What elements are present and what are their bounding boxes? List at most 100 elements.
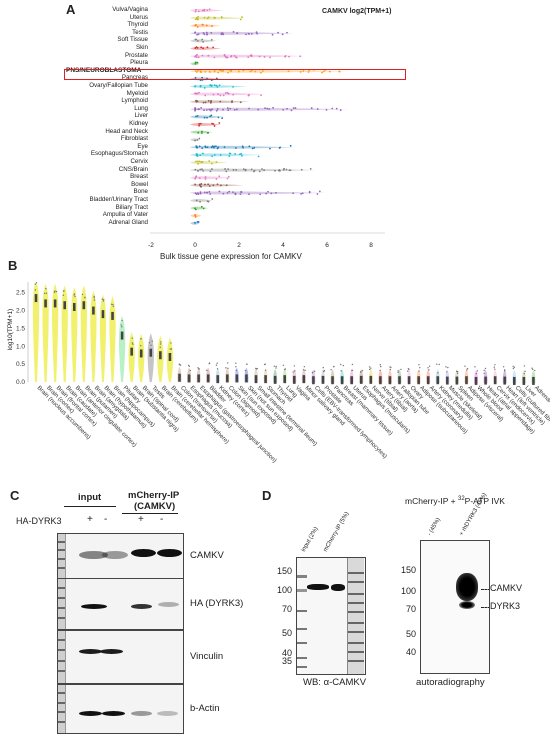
lineage-point <box>202 101 205 104</box>
lineage-point <box>226 192 229 194</box>
lineage-point <box>195 145 198 148</box>
lineage-label: Uterus <box>129 13 148 21</box>
lineage-label: Thyroid <box>127 21 148 29</box>
ladder-band <box>58 586 65 589</box>
lineage-point <box>325 108 328 111</box>
lineage-point <box>268 108 271 110</box>
lineage-point <box>214 145 217 148</box>
lineage-point <box>239 101 242 104</box>
lineage-point <box>198 123 201 125</box>
auto-title-suffix: P-ATP IVK <box>464 496 505 506</box>
lineage-point <box>195 160 197 163</box>
tissue-violin <box>138 333 145 382</box>
ladder-band-left <box>297 575 307 579</box>
lineage-point <box>209 193 212 195</box>
camkv-band-input <box>307 584 329 590</box>
ha-dyrk3-sign: - <box>160 514 164 525</box>
lineage-point <box>203 191 206 194</box>
lineage-label: Testis <box>132 28 148 36</box>
lineage-point <box>213 84 216 87</box>
lineage-point <box>260 94 262 97</box>
protein-band <box>78 649 102 655</box>
lineage-point <box>198 177 201 179</box>
lineage-point <box>203 16 206 19</box>
ladder-band <box>58 558 65 561</box>
lineage-point <box>307 71 310 73</box>
lineage-point <box>194 106 197 109</box>
protein-band <box>157 549 183 558</box>
lineage-point <box>201 168 203 171</box>
lineage-label: Head and Neck <box>105 127 148 135</box>
wb-lane-label: input (2%) <box>300 526 320 553</box>
lineage-label: Bladder/Urinary Tract <box>89 196 148 203</box>
tissue-box <box>130 347 133 356</box>
lineage-point <box>228 152 231 155</box>
tissue-outlier <box>389 366 391 368</box>
lineage-point <box>197 15 200 18</box>
lineage-point <box>210 101 212 104</box>
lineage-point <box>215 77 218 80</box>
lineage-point <box>245 33 247 36</box>
lineage-point <box>195 199 198 202</box>
lineage-point <box>249 70 252 73</box>
lineage-point <box>232 30 235 33</box>
lineage-point <box>197 131 200 134</box>
tissue-violin <box>147 333 154 382</box>
lineage-label: Pleura <box>130 59 148 67</box>
lineage-point <box>222 94 225 97</box>
lineage-point <box>234 192 237 195</box>
lineage-point <box>247 56 250 58</box>
lineage-point <box>235 108 238 111</box>
lineage-point <box>275 191 277 194</box>
tissue-outlier <box>457 372 459 375</box>
lineage-point <box>199 192 202 195</box>
lineage-label: Cervix <box>130 158 148 165</box>
lineage-point <box>194 168 197 171</box>
tissue-outlier <box>340 370 342 372</box>
tissue-outlier <box>225 367 227 369</box>
lineage-point <box>229 107 232 110</box>
lineage-point <box>212 46 215 49</box>
input-header-line <box>64 506 116 507</box>
lineage-label: Soft Tissue <box>117 36 148 44</box>
tissue-outlier <box>438 363 440 366</box>
lineage-point <box>277 31 279 34</box>
tissue-outlier <box>93 295 95 298</box>
camkv-dash <box>481 589 489 590</box>
lineage-point <box>251 69 253 72</box>
tissue-box <box>254 375 258 384</box>
lineage-point <box>217 116 220 119</box>
ladder-band-left <box>297 627 307 630</box>
lineage-point <box>281 33 284 36</box>
lineage-point <box>237 70 240 73</box>
lineage-point <box>250 168 253 171</box>
lineage-point <box>217 93 219 96</box>
lineage-point <box>285 168 288 171</box>
lineage-point <box>197 170 199 172</box>
lineage-point <box>208 190 211 193</box>
tissue-outlier <box>148 342 151 344</box>
lineage-point <box>209 109 212 111</box>
lineage-label: Vulva/Vagina <box>112 6 148 13</box>
lineage-point <box>248 145 251 148</box>
lineage-point <box>232 85 234 88</box>
autorad-film <box>420 540 490 674</box>
lineage-point <box>197 10 200 13</box>
ladder-band <box>58 721 65 723</box>
ladder-band <box>58 659 65 662</box>
lineage-point <box>322 70 325 73</box>
tissue-outlier <box>62 294 65 296</box>
ladder-band <box>58 596 65 599</box>
lineage-point <box>194 176 197 179</box>
tissue-outlier <box>493 366 495 368</box>
tissue-box <box>513 376 516 385</box>
lineage-point <box>202 32 205 34</box>
tissue-outlier <box>151 340 153 342</box>
ip-header-sub: (CAMKV) <box>134 501 176 512</box>
tissue-outlier <box>323 370 325 373</box>
lineage-point <box>223 53 226 56</box>
auto-mw-marker: 40 <box>405 647 416 657</box>
tissue-outlier <box>512 367 515 370</box>
ladder-band-left <box>297 641 307 644</box>
